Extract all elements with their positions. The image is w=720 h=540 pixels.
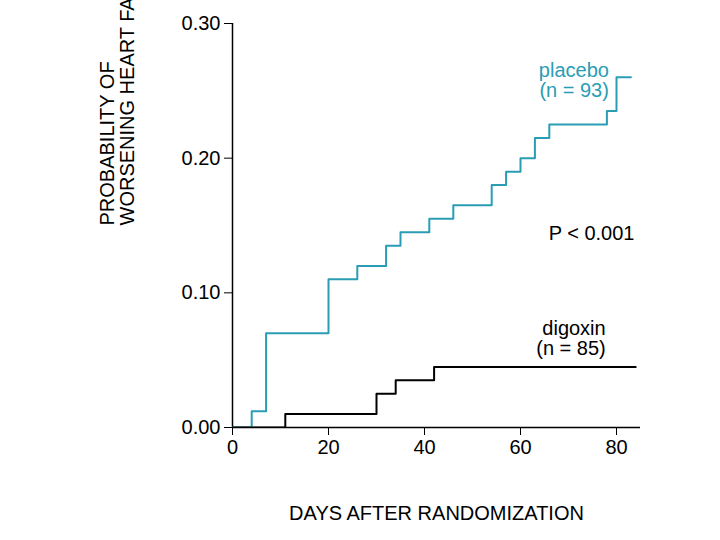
svg-text:20: 20 — [317, 436, 339, 458]
svg-text:0: 0 — [227, 436, 238, 458]
svg-text:0.00: 0.00 — [182, 416, 221, 438]
svg-text:40: 40 — [413, 436, 435, 458]
svg-text:DAYS AFTER RANDOMIZATION: DAYS AFTER RANDOMIZATION — [289, 502, 584, 524]
svg-text:80: 80 — [605, 436, 627, 458]
svg-text:PROBABILITY OFWORSENING HEART: PROBABILITY OFWORSENING HEART FAILURE — [96, 0, 138, 226]
svg-text:0.30: 0.30 — [182, 12, 221, 34]
svg-text:placebo(n = 93): placebo(n = 93) — [539, 59, 609, 101]
svg-text:P < 0.001: P < 0.001 — [549, 222, 635, 244]
svg-text:0.10: 0.10 — [182, 281, 221, 303]
svg-text:0.20: 0.20 — [182, 147, 221, 169]
svg-text:60: 60 — [509, 436, 531, 458]
svg-text:digoxin(n = 85): digoxin(n = 85) — [536, 317, 605, 359]
